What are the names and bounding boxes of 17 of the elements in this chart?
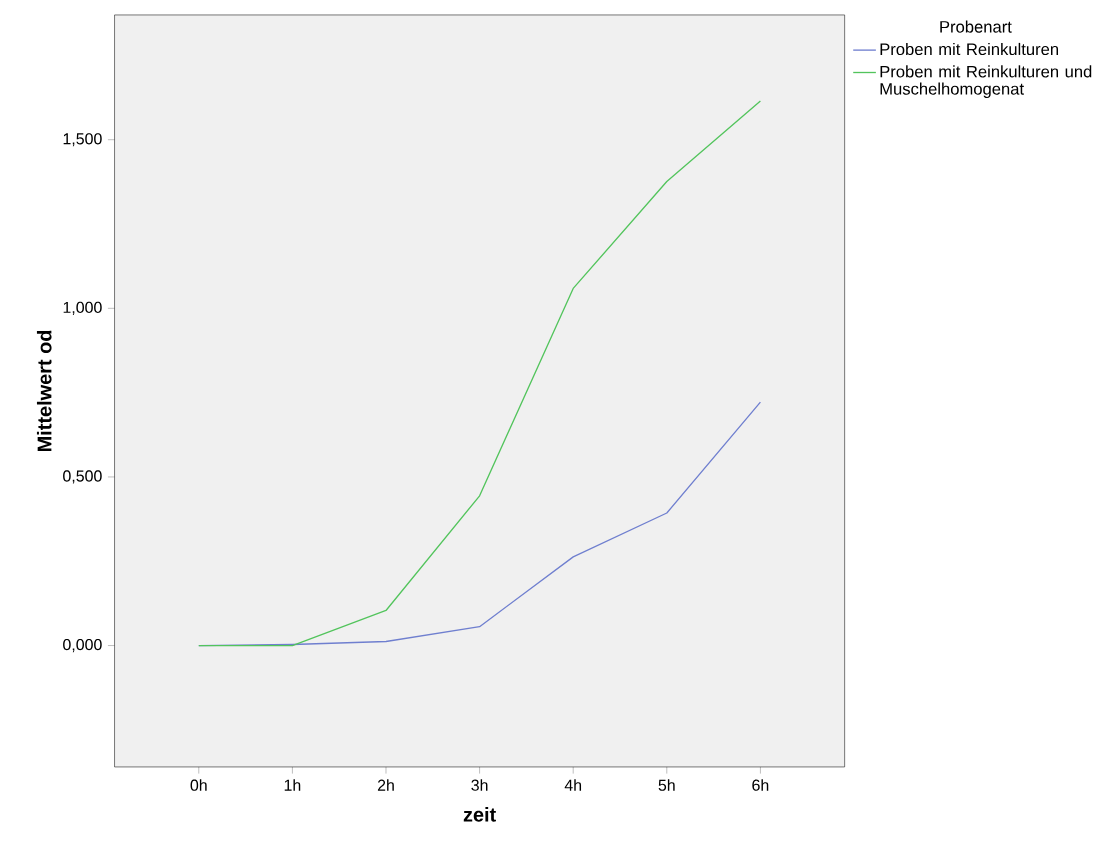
y-tick-label: 1,500: [63, 133, 102, 147]
x-tick-label: 0h: [190, 779, 207, 792]
x-tick-label: 1h: [284, 779, 301, 791]
y-tick-label: 1,000: [63, 301, 102, 316]
x-tick-label: 5h: [658, 779, 675, 792]
x-tick-label: 2h: [377, 779, 394, 791]
x-axis-title: zeit: [463, 807, 496, 822]
y-tick-label: 0,500: [63, 470, 102, 484]
x-tick-label: 4h: [564, 779, 582, 791]
y-axis-title: Mittelwert od: [36, 331, 52, 452]
x-tick-label: 6h: [752, 779, 769, 792]
legend-label: Proben mit Reinkulturen: [880, 43, 1059, 56]
legend-title: Probenart: [940, 20, 1012, 33]
x-tick-label: 3h: [471, 779, 488, 792]
y-tick-label: 0,000: [63, 639, 102, 653]
line-series: [198, 100, 762, 647]
legend-label: Proben mit Reinkulturen und Muschelhomogenat: [880, 65, 1092, 99]
